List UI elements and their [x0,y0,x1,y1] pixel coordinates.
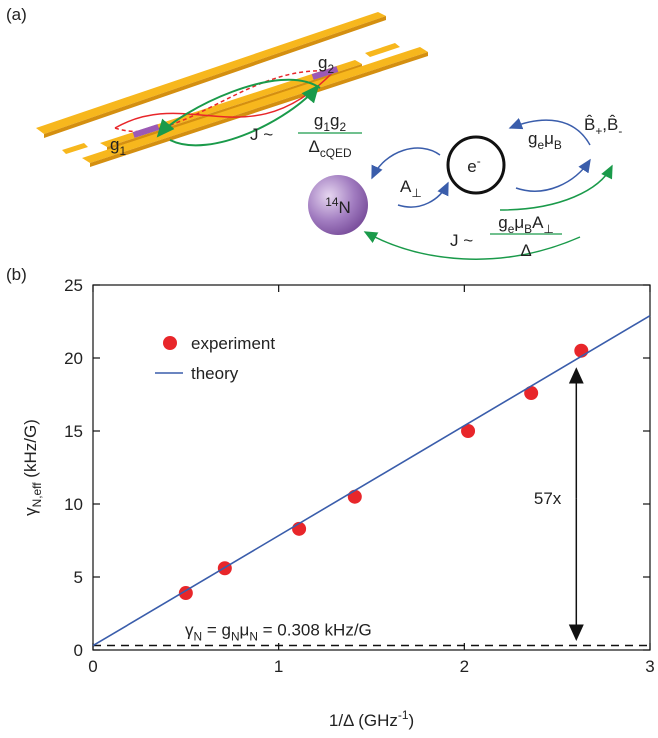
text-part: Δ [520,241,531,260]
text-part: N [231,630,240,644]
text-part: ) [408,711,414,730]
theory-line [93,316,650,646]
text-part: B [554,138,562,152]
y-tick-label: 15 [64,422,83,441]
text-part: e [467,157,476,176]
y-axis-label: γN,eff (kHz/G) [21,419,44,516]
text-part: 2 [327,62,334,76]
legend-label: experiment [191,334,275,353]
text-part: μ [544,129,554,148]
formula: geμB [528,129,562,152]
x-tick-label: 1 [274,657,283,676]
ratio-label: 57x [534,489,562,508]
chart-b: experiment theory [93,285,650,650]
text-part: 2 [339,120,346,134]
text-part: B [524,222,532,236]
y-tick-label: 10 [64,495,83,514]
x-tick-label: 3 [645,657,654,676]
text-part: (kHz/G) [21,419,40,482]
text-part: B̂ [584,114,595,134]
text-part: ⊥ [543,222,553,236]
text-part: cQED [320,146,352,160]
data-point [348,490,362,504]
text-part: ,B̂ [602,114,618,134]
text-part: - [618,124,622,138]
y-tick-label: 5 [74,568,83,587]
text-part: A [532,213,544,232]
legend-marker [163,336,177,350]
text-part: Δ [308,137,319,156]
text-part: -1 [398,708,409,722]
formula: ΔcQED [308,137,351,160]
y-tick-label: 20 [64,349,83,368]
text-part: = 0.308 kHz/G [258,621,372,640]
text-part: ⊥ [411,186,421,200]
text-part: g [110,135,119,154]
text-part: μ [240,621,250,640]
operator-label: B̂+,B̂- [584,114,622,138]
text-part: 1 [119,144,126,158]
panel-label: (a) [6,5,27,24]
text-part: + [595,124,602,138]
formula: J ~ [250,125,273,144]
formula: J ~ [450,231,473,250]
y-tick-label: 25 [64,276,83,295]
x-axis-label: 1/Δ (GHz-1) [329,708,414,730]
figure: experimenttheory (a)g2g1J ~g1g2ΔcQEDgeμB… [0,0,658,738]
formula: A⊥ [400,177,422,200]
formula: Δ [520,241,531,260]
text-part: μ [514,213,524,232]
text-part: = g [202,621,231,640]
text-part: g [314,111,323,130]
text-part: A [400,177,412,196]
text-part: g [330,111,339,130]
panel-label: (b) [6,265,27,284]
text-part: N [338,198,350,217]
text-part: g [498,213,507,232]
text-part: g [318,53,327,72]
x-tick-label: 2 [460,657,469,676]
text-part: J ~ [450,231,473,250]
reference-label: γN = gNμN = 0.308 kHz/G [185,621,372,644]
x-tick-label: 0 [88,657,97,676]
text-part: g [528,129,537,148]
legend-label: theory [191,364,239,383]
y-tick-label: 0 [74,641,83,660]
text-part: 1/Δ (GHz [329,711,398,730]
formula: g1g2 [314,111,347,134]
text-part: J ~ [250,125,273,144]
formula: geμBA⊥ [498,213,554,236]
text-part: 14 [325,195,339,209]
text-part: N,eff [30,482,44,508]
text-part: N [249,630,258,644]
text-part: - [477,154,481,168]
text-part: N [194,630,203,644]
